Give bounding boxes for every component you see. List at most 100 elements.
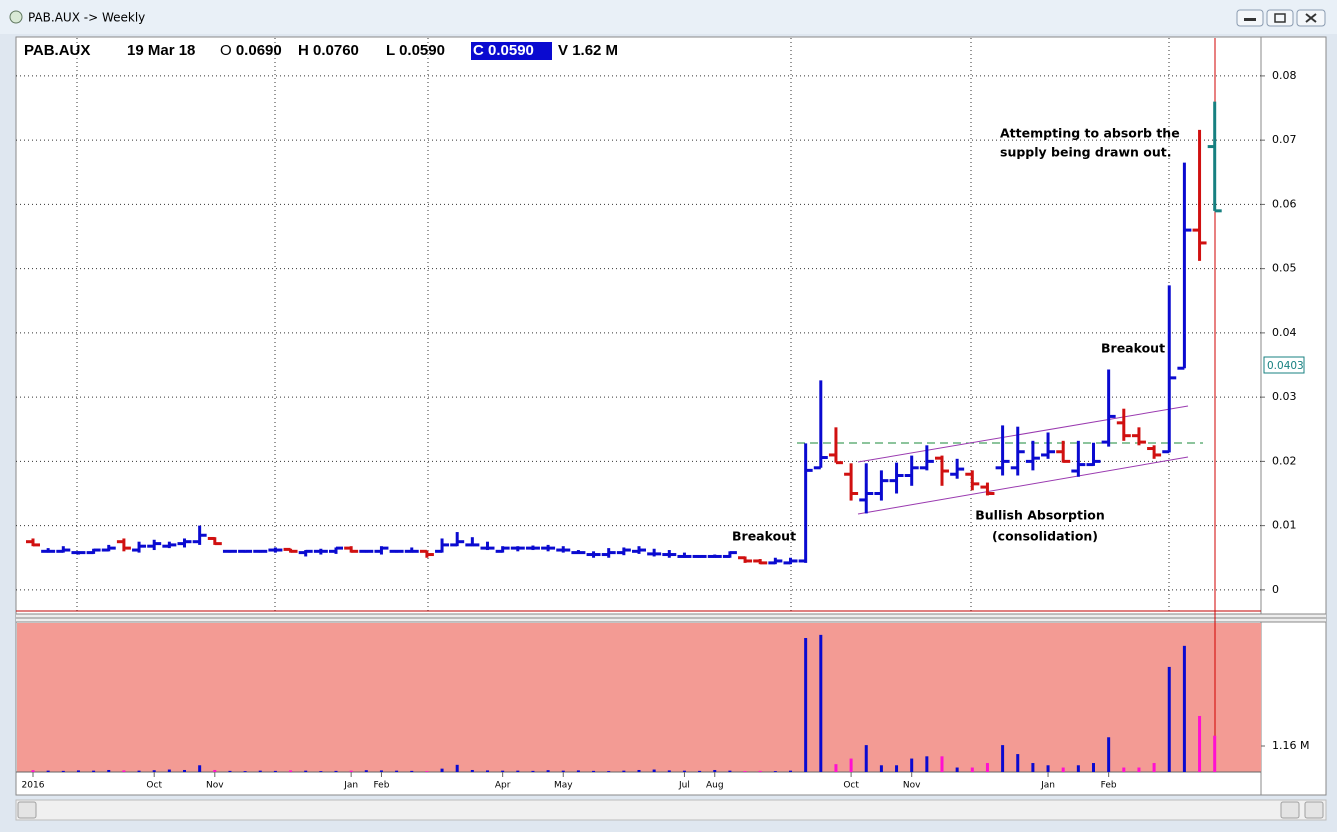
annotation: Breakout [732,529,796,544]
x-tick-label: Feb [1101,781,1117,791]
volume-bar [970,767,974,772]
y-tick-label: 0.07 [1272,133,1297,146]
channel-upper [857,405,1189,463]
volume-bar [349,770,353,772]
field-label: L [386,42,395,59]
volume-bar [1107,737,1111,772]
volume-bar [682,770,686,772]
volume-bar [1137,767,1141,772]
high-field: H 0.0760 [298,42,359,59]
annotation: Breakout [1101,341,1165,356]
scrollbar[interactable] [15,799,1327,821]
window-icon [9,10,23,24]
x-tick-label: 2016 [22,781,45,791]
volume-bar [652,769,656,772]
scroll-button[interactable] [1280,801,1300,819]
volume-bar [243,771,247,772]
field-label: C [473,42,484,59]
close-field: C 0.0590 [473,42,534,59]
volume-bar [925,756,929,772]
volume-bar [637,769,641,772]
field-value: 0.0760 [313,42,359,59]
x-tick-label: Jan [1040,781,1055,791]
cursor-price-box [1263,356,1305,374]
restore-button[interactable] [1266,9,1294,27]
volume-bar [1092,763,1095,772]
volume-bar [501,770,505,772]
close-highlight [471,42,552,60]
volume-bar [910,758,914,772]
volume-bar [107,769,111,772]
volume-bar [304,770,308,772]
volume-bar [1016,754,1020,772]
volume-bar [667,770,671,772]
restore-glyph [1274,13,1286,23]
x-tick-label: Jan [343,781,358,791]
y-tick-label: 0.02 [1272,454,1297,467]
y-tick-label: 0 [1272,583,1279,596]
symbol: PAB.AUX [24,42,90,59]
x-tick-label: Oct [843,781,859,791]
volume-bar [576,770,580,772]
volume-bar [213,769,217,772]
volume-bar [546,770,550,772]
volume-bar [167,769,171,772]
volume-bar [895,765,899,772]
open-field: O 0.0690 [220,42,282,59]
field-value: 0.0690 [236,42,282,59]
volume-bar [152,770,156,772]
volume-bar [258,770,262,772]
volume-bar [849,758,853,772]
field-label: V [558,42,568,59]
y-tick-label: 0.05 [1272,262,1297,275]
volume-field: V 1.62 M [558,42,618,59]
y-tick-label: 0.08 [1272,69,1297,82]
volume-bar [607,771,611,772]
volume-bar [864,745,868,772]
field-label: O [220,42,232,59]
field-value: 1.62 M [572,42,618,59]
annotation: Bullish Absorption [975,508,1104,523]
volume-bar [1152,763,1156,772]
volume-bar [486,770,489,772]
volume-bar [31,770,35,772]
volume-bar [470,769,474,772]
x-tick-label: Nov [206,781,224,791]
minimize-glyph [1244,18,1256,21]
x-tick-label: Jul [678,781,690,791]
volume-bar [1182,645,1186,772]
volume-bar [592,770,596,772]
volume-bar [743,771,747,772]
volume-bar [940,756,944,772]
volume-bar [622,770,626,772]
volume-bar [183,769,186,772]
scroll-right[interactable] [1304,801,1324,819]
volume-bar [76,770,80,772]
volume-bar [804,638,808,772]
channel-lower [857,456,1189,515]
y-tick-label: 0.01 [1272,519,1297,532]
window-title: PAB.AUX -> Weekly [28,11,145,25]
volume-bar [455,764,459,772]
volume-bar [379,770,383,772]
close-glyph [1305,13,1317,23]
volume-bar [758,770,762,772]
volume-bar [1167,666,1171,772]
volume-bar [1076,765,1080,772]
field-value: 0.0590 [488,42,534,59]
x-tick-label: May [554,781,573,791]
volume-bar [561,770,565,772]
volume-bar [531,770,535,772]
volume-bar [1122,767,1126,772]
volume-bar [819,634,823,772]
volume-bar [1046,765,1050,772]
volume-bar [834,764,838,772]
volume-bar [789,770,792,772]
x-tick-label: Aug [706,781,724,791]
volume-bar [334,770,338,772]
volume-bar [61,770,65,772]
bar-date: 19 Mar 18 [127,42,195,59]
scroll-left[interactable] [17,801,37,819]
